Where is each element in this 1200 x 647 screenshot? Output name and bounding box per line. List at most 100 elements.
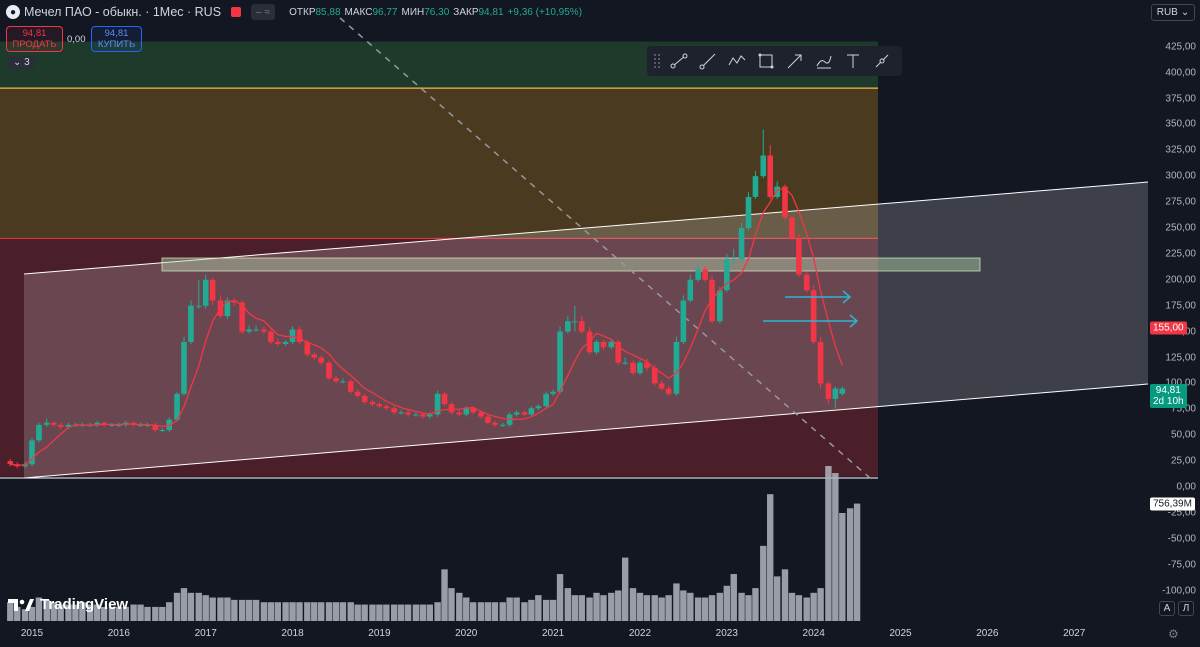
volume-bar <box>687 592 694 621</box>
text-icon[interactable] <box>840 49 866 73</box>
settings-link-icon[interactable] <box>869 49 895 73</box>
volume-bar <box>289 602 296 621</box>
candle-body <box>463 408 470 415</box>
volume-bar <box>217 597 224 621</box>
price-tick-label: 300,00 <box>1165 170 1196 182</box>
volume-bar <box>426 604 433 621</box>
volume-bar <box>159 606 166 621</box>
volume-bar <box>173 592 181 621</box>
brush-icon[interactable] <box>811 49 837 73</box>
volume-bar <box>361 604 368 621</box>
volume-bar <box>513 597 520 621</box>
price-channel-fill <box>24 182 1148 478</box>
volume-bar <box>434 602 441 621</box>
indicators-collapse-button[interactable]: ⌄ 3 <box>8 56 35 69</box>
channel-upper-line <box>23 181 1148 275</box>
volume-bar <box>354 604 361 621</box>
time-axis[interactable]: 2015 2016 2017 2018 2019 2020 2021 2022 2023 2024… <box>0 622 1148 647</box>
indicators-count: 3 <box>24 57 30 68</box>
volume-bar <box>658 597 665 621</box>
candle-body <box>513 412 520 415</box>
candle-body <box>767 155 774 197</box>
volume-bar <box>745 595 752 621</box>
volume-bar <box>651 595 658 621</box>
candle-body <box>347 381 354 392</box>
volume-bar <box>636 592 644 621</box>
wave-icon: ≈ <box>264 6 271 18</box>
time-tick-label: 2026 <box>976 628 999 639</box>
candle-body <box>832 388 839 399</box>
candle-body <box>492 422 498 425</box>
high-value: 96,77 <box>372 6 398 18</box>
sell-button[interactable]: 94,81 ПРОДАТЬ <box>6 26 63 52</box>
trendline-icon[interactable] <box>666 49 692 73</box>
visibility-toggle[interactable]: – ≈ <box>251 4 276 20</box>
volume-bar <box>853 503 861 621</box>
volume-bar <box>564 588 572 621</box>
candle-body <box>174 393 180 420</box>
volume-bar <box>93 604 101 621</box>
price-tick-label: -75,00 <box>1167 559 1196 571</box>
orange-zone <box>0 88 878 239</box>
candle-body <box>181 341 187 394</box>
volume-bar <box>390 604 398 621</box>
volume-bar <box>231 599 238 621</box>
volume-bar <box>760 545 767 621</box>
market-status-icon[interactable] <box>231 7 242 17</box>
volume-bar <box>332 602 340 621</box>
price-tick-label: -25,00 <box>1167 507 1196 519</box>
change-value: +9,36 (+10,95%) <box>507 6 583 18</box>
time-tick-label: 2020 <box>455 628 478 639</box>
price-tick-label: 225,00 <box>1165 248 1196 260</box>
volume-bar <box>608 592 615 621</box>
volume-bar <box>795 595 803 621</box>
candle-body <box>383 406 390 409</box>
log-scale-button[interactable]: Л <box>1178 601 1194 616</box>
close-label: ЗАКР <box>453 6 479 18</box>
candle-body <box>239 302 245 332</box>
volume-bar <box>50 602 57 621</box>
price-chart[interactable] <box>0 0 1148 622</box>
candle-body <box>630 362 636 374</box>
candle-body <box>65 424 72 427</box>
gear-icon[interactable]: ⚙ <box>1168 627 1179 641</box>
candle-body <box>687 279 694 301</box>
volume-bar <box>839 512 846 621</box>
candle-body <box>289 329 296 342</box>
candle-body <box>354 391 361 396</box>
time-tick-label: 2015 <box>20 628 44 639</box>
rectangle-icon[interactable] <box>753 49 779 73</box>
symbol-title[interactable]: Мечел ПАО - обыкн. · 1Мес · RUS <box>24 5 222 19</box>
volume-bar <box>339 602 347 621</box>
arrow-icon[interactable] <box>782 49 808 73</box>
volume-bar <box>28 606 36 621</box>
volume-bar <box>701 597 709 621</box>
candle-body <box>695 269 701 280</box>
last-price-tag: 94,81 2d 10h <box>1150 384 1187 408</box>
sell-price: 94,81 <box>22 28 47 39</box>
currency-select[interactable]: RUB ⌄ <box>1151 4 1195 21</box>
volume-bar <box>469 602 477 621</box>
price-tick-label: 50,00 <box>1170 429 1196 441</box>
auto-scale-button[interactable]: A <box>1159 601 1175 616</box>
buy-button[interactable]: 94,81 КУПИТЬ <box>91 26 142 52</box>
path-icon[interactable] <box>724 49 750 73</box>
price-tick-label: 400,00 <box>1165 67 1196 79</box>
buy-price: 94,81 <box>104 28 129 39</box>
last-price-value: 94,81 <box>1155 385 1181 396</box>
high-label: МАКС <box>344 6 373 18</box>
drag-handle-icon[interactable] <box>653 53 661 69</box>
time-tick-label: 2023 <box>715 628 738 639</box>
candle-body <box>615 341 622 363</box>
ray-icon[interactable] <box>695 49 721 73</box>
volume-bar <box>79 602 86 621</box>
time-tick-label: 2018 <box>281 628 304 639</box>
candle-body <box>405 412 411 415</box>
candle-body <box>441 393 448 405</box>
candle-body <box>825 383 832 399</box>
candle-body <box>550 391 556 394</box>
candle-body <box>738 228 745 260</box>
candle-body <box>202 279 209 306</box>
candle-body <box>456 412 463 415</box>
candle-body <box>391 408 397 413</box>
